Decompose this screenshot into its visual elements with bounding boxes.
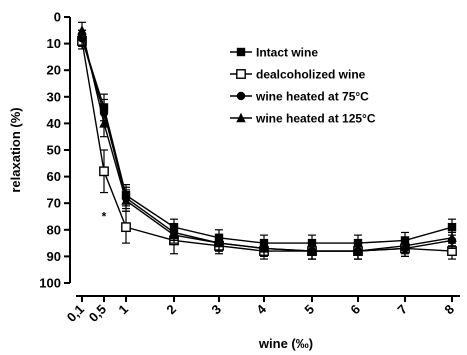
legend-item: wine heated at 75°C bbox=[230, 90, 369, 104]
significance-marker: * bbox=[102, 210, 107, 224]
y-tick-label: 70 bbox=[47, 196, 61, 211]
data-point bbox=[447, 222, 457, 232]
x-tick-label: 7 bbox=[394, 302, 410, 318]
data-point bbox=[121, 222, 131, 233]
legend-marker bbox=[236, 91, 246, 101]
x-tick-label: 5 bbox=[301, 302, 317, 318]
legend-marker bbox=[236, 69, 246, 79]
series-layer: * bbox=[77, 21, 457, 260]
y-axis-title: relaxation (%) bbox=[8, 107, 23, 192]
x-tick-label: 6 bbox=[347, 302, 363, 318]
legend-marker bbox=[236, 47, 246, 57]
y-tick-label: 60 bbox=[47, 169, 61, 184]
data-point bbox=[169, 229, 179, 240]
x-tick-label: 0,1 bbox=[64, 302, 87, 325]
series-line bbox=[81, 38, 453, 244]
data-point bbox=[99, 118, 109, 128]
y-tick-label: 50 bbox=[47, 143, 61, 158]
legend-label: Intact wine bbox=[256, 46, 318, 60]
y-tick-label: 80 bbox=[47, 222, 61, 237]
x-tick-label: 2 bbox=[163, 302, 179, 318]
x-tick-label: 1 bbox=[115, 302, 131, 318]
series-line bbox=[81, 30, 453, 252]
legend-label: dealcoholized wine bbox=[256, 68, 366, 82]
legend-marker bbox=[236, 112, 246, 123]
y-tick-label: 100 bbox=[39, 276, 61, 291]
x-axis-title: wine (‰) bbox=[258, 336, 313, 351]
x-tick-label: 3 bbox=[208, 302, 224, 318]
legend-item: wine heated at 125°C bbox=[230, 112, 376, 126]
legend-label: wine heated at 75°C bbox=[255, 90, 369, 104]
legend-label: wine heated at 125°C bbox=[255, 112, 376, 126]
data-point bbox=[77, 25, 87, 35]
series-0 bbox=[77, 29, 457, 252]
data-point bbox=[400, 240, 410, 250]
data-point bbox=[447, 232, 457, 242]
legend: Intact wine dealcoholized wine wine heated… bbox=[230, 46, 376, 126]
y-tick-label: 20 bbox=[47, 63, 61, 78]
data-point bbox=[353, 245, 363, 256]
y-tick-label: 90 bbox=[47, 249, 61, 264]
y-tick-label: 10 bbox=[47, 36, 61, 51]
data-point bbox=[307, 245, 317, 256]
data-point bbox=[99, 166, 109, 177]
legend-item: Intact wine bbox=[230, 46, 318, 60]
data-point bbox=[121, 195, 131, 205]
y-tick-label: 30 bbox=[47, 89, 61, 104]
x-tick-label: 8 bbox=[441, 302, 457, 318]
legend-item: dealcoholized wine bbox=[230, 68, 366, 82]
x-tick-label: 4 bbox=[253, 301, 269, 317]
series-3 bbox=[77, 21, 457, 260]
data-point bbox=[259, 243, 269, 253]
series-2 bbox=[77, 29, 457, 260]
y-tick-label: 0 bbox=[54, 10, 61, 25]
data-point bbox=[214, 237, 224, 248]
y-tick-label: 40 bbox=[47, 116, 61, 131]
x-tick-label: 0,5 bbox=[86, 302, 109, 325]
